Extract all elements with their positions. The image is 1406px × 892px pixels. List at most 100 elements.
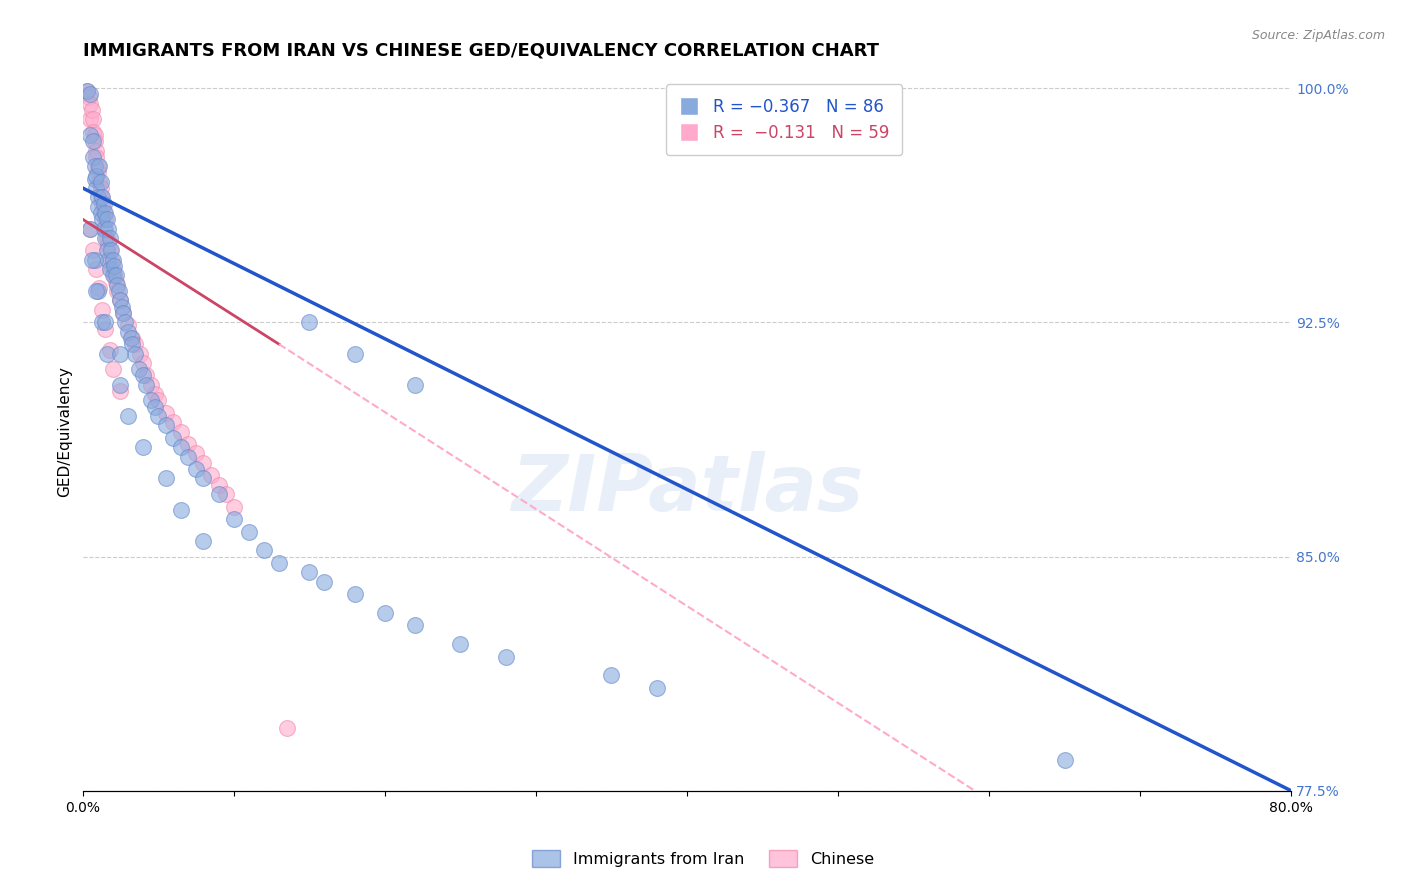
Point xyxy=(162,431,184,445)
Point xyxy=(100,244,122,258)
Point xyxy=(91,196,114,211)
Point xyxy=(110,384,132,398)
Point xyxy=(104,275,127,289)
Point xyxy=(495,649,517,664)
Point xyxy=(97,252,120,267)
Point xyxy=(222,500,245,514)
Point xyxy=(80,103,103,117)
Point xyxy=(101,252,124,267)
Point xyxy=(110,293,132,308)
Legend: Immigrants from Iran, Chinese: Immigrants from Iran, Chinese xyxy=(526,843,880,873)
Point xyxy=(96,346,118,360)
Point xyxy=(155,406,177,420)
Point xyxy=(155,418,177,433)
Legend: R = −0.367   N = 86, R =  −0.131   N = 59: R = −0.367 N = 86, R = −0.131 N = 59 xyxy=(666,85,903,155)
Point xyxy=(222,512,245,526)
Point xyxy=(83,159,105,173)
Point xyxy=(112,306,135,320)
Point xyxy=(170,425,193,439)
Point xyxy=(98,262,121,277)
Point xyxy=(139,377,162,392)
Point xyxy=(91,315,114,329)
Point xyxy=(101,362,124,376)
Point xyxy=(79,96,101,111)
Point xyxy=(177,437,200,451)
Point xyxy=(79,87,101,102)
Point xyxy=(93,196,115,211)
Point xyxy=(98,244,121,258)
Point xyxy=(298,315,321,329)
Point xyxy=(170,502,193,516)
Point xyxy=(82,112,104,127)
Point xyxy=(90,190,112,204)
Point xyxy=(91,212,114,227)
Point xyxy=(111,300,134,314)
Point xyxy=(343,587,366,601)
Point xyxy=(117,409,139,423)
Point xyxy=(112,306,135,320)
Point xyxy=(298,565,321,579)
Point xyxy=(374,606,396,620)
Point xyxy=(79,221,101,235)
Point xyxy=(101,268,124,283)
Point xyxy=(84,262,107,277)
Point xyxy=(129,346,152,360)
Point xyxy=(103,259,125,273)
Point xyxy=(93,221,115,235)
Point xyxy=(110,346,132,360)
Point xyxy=(162,415,184,429)
Point xyxy=(76,84,98,98)
Point xyxy=(143,400,166,414)
Point xyxy=(207,487,229,501)
Point xyxy=(90,181,112,195)
Point xyxy=(600,668,623,682)
Point xyxy=(139,393,162,408)
Point xyxy=(124,337,146,351)
Point xyxy=(86,159,108,173)
Point xyxy=(314,574,336,589)
Point xyxy=(132,356,155,370)
Point xyxy=(121,337,143,351)
Point xyxy=(91,190,114,204)
Point xyxy=(132,440,155,454)
Point xyxy=(97,221,120,235)
Point xyxy=(124,346,146,360)
Point xyxy=(117,325,139,339)
Point xyxy=(90,206,112,220)
Point xyxy=(132,368,155,383)
Point xyxy=(103,268,125,283)
Point xyxy=(89,175,111,189)
Point xyxy=(1053,753,1076,767)
Point xyxy=(94,231,117,245)
Point xyxy=(184,462,207,476)
Point xyxy=(105,284,128,298)
Point xyxy=(117,318,139,333)
Point xyxy=(94,221,117,235)
Point xyxy=(193,456,215,470)
Point xyxy=(177,450,200,464)
Text: ZIPatlas: ZIPatlas xyxy=(510,451,863,527)
Point xyxy=(96,231,118,245)
Point xyxy=(84,169,107,183)
Point xyxy=(93,206,115,220)
Point xyxy=(94,206,117,220)
Point xyxy=(184,446,207,460)
Point xyxy=(77,90,100,104)
Point xyxy=(90,175,112,189)
Point xyxy=(128,362,150,376)
Point xyxy=(82,244,104,258)
Point xyxy=(84,144,107,158)
Point xyxy=(200,468,222,483)
Point xyxy=(84,150,107,164)
Point xyxy=(215,487,238,501)
Point xyxy=(114,315,136,329)
Point xyxy=(404,377,426,392)
Point xyxy=(110,293,132,308)
Point xyxy=(84,181,107,195)
Point xyxy=(170,440,193,454)
Point xyxy=(89,159,111,173)
Point xyxy=(96,212,118,227)
Point xyxy=(82,125,104,139)
Point xyxy=(101,262,124,277)
Text: IMMIGRANTS FROM IRAN VS CHINESE GED/EQUIVALENCY CORRELATION CHART: IMMIGRANTS FROM IRAN VS CHINESE GED/EQUI… xyxy=(83,42,879,60)
